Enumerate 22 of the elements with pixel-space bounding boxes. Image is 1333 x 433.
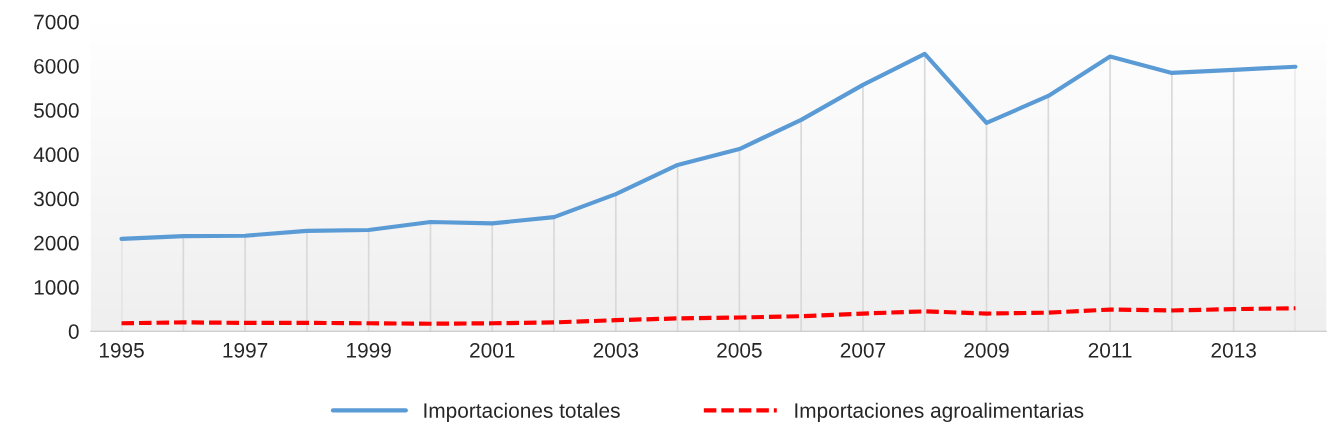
y-tick-label: 0	[68, 324, 79, 339]
line-series	[119, 51, 1298, 241]
x-tick-label: 1999	[347, 342, 391, 358]
x-tick-label: 1995	[99, 342, 144, 358]
y-tick-label: 1000	[34, 280, 79, 295]
x-tick-label: 2013	[1211, 342, 1256, 358]
line-series	[119, 306, 1298, 326]
x-tick-label: 2011	[1088, 342, 1132, 358]
y-tick-label: 5000	[34, 103, 79, 118]
x-tick-label: 2003	[593, 342, 639, 358]
y-tick-label: 3000	[33, 191, 79, 207]
y-tick-label: 7000	[34, 14, 79, 30]
x-tick-label: 2005	[717, 342, 762, 358]
y-tick-label: 6000	[34, 58, 79, 74]
legend-label: Importaciones totales	[424, 402, 620, 423]
x-tick-label: 2009	[964, 342, 1009, 358]
y-tick-label: 4000	[33, 147, 79, 163]
x-tick-label: 2007	[840, 342, 886, 358]
x-tick-label: 2001	[470, 342, 515, 358]
y-tick-label: 2000	[34, 235, 79, 251]
x-tick-label: 1997	[223, 342, 268, 358]
legend-label: Importaciones agroalimentarias	[795, 402, 1084, 423]
